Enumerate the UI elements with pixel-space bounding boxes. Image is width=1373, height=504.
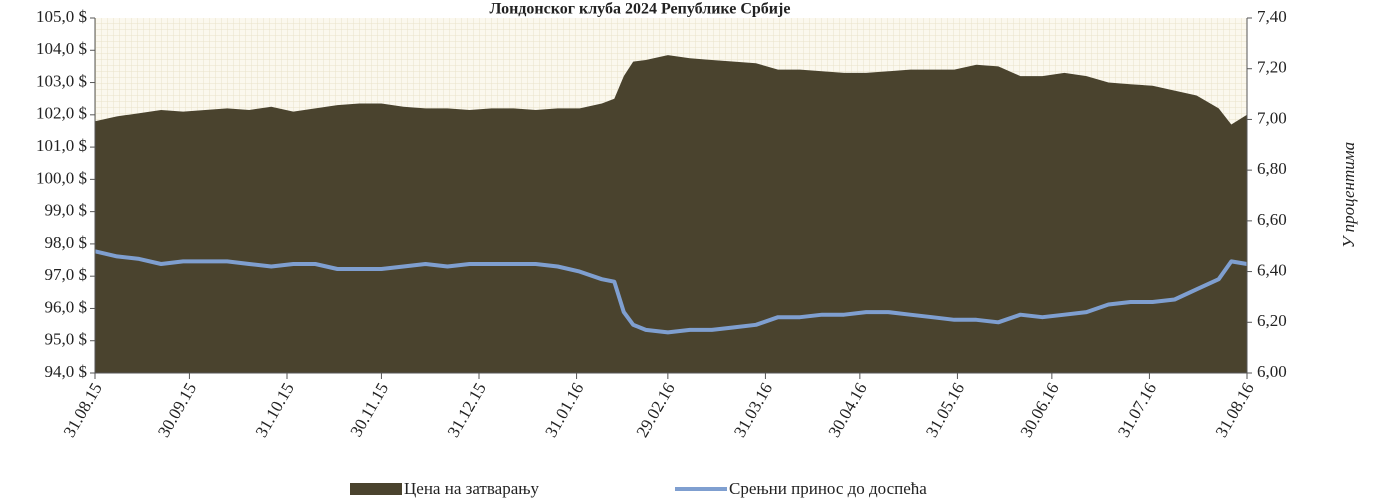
y-tick-label: 94,0 $ [45,362,88,381]
x-tick-label: 31.12.15 [444,379,490,440]
y-tick-label: 103,0 $ [36,71,87,90]
y-tick-label: 96,0 $ [45,297,88,316]
y2-tick-label: 6,00 [1257,362,1287,381]
y-tick-label: 100,0 $ [36,168,87,187]
price-area [95,55,1247,373]
y2-tick-label: 7,20 [1257,58,1287,77]
y2-tick-label: 6,60 [1257,210,1287,229]
y2-tick-label: 6,40 [1257,260,1287,279]
y2-tick-label: 6,80 [1257,159,1287,178]
legend-label: Цена на затварању [404,479,540,498]
x-tick-label: 30.11.15 [346,379,392,439]
y-tick-label: 102,0 $ [36,104,87,123]
x-tick-label: 29.02.16 [632,379,678,440]
y-tick-label: 105,0 $ [36,7,87,26]
x-tick-label: 31.01.16 [541,379,587,440]
y2-tick-label: 7,00 [1257,108,1287,127]
y-tick-label: 97,0 $ [45,265,88,284]
y2-tick-label: 7,40 [1257,7,1287,26]
x-tick-label: 30.09.15 [154,379,200,440]
x-tick-label: 30.04.16 [824,379,870,440]
legend-label: Срењни принос до доспећа [729,479,927,498]
x-tick-label: 31.10.15 [252,379,298,440]
y2-tick-label: 6,20 [1257,311,1287,330]
x-tick-label: 31.08.16 [1212,379,1258,440]
y-tick-label: 99,0 $ [45,201,88,220]
y-tick-label: 95,0 $ [45,330,88,349]
y-tick-label: 104,0 $ [36,39,87,58]
y2-axis-label: У процентима [1339,142,1358,248]
x-tick-label: 31.07.16 [1114,379,1160,440]
y-tick-label: 101,0 $ [36,136,87,155]
yield-line [94,249,1248,335]
x-tick-label: 30.06.16 [1016,379,1062,440]
x-tick-label: 31.05.16 [922,379,968,440]
x-tick-label: 31.03.16 [730,379,776,440]
y-tick-label: 98,0 $ [45,233,88,252]
x-tick-label: 31.08.15 [60,379,106,440]
legend-swatch [350,483,402,495]
chart-title: Лондонског клуба 2024 Републике Србије [490,1,791,18]
